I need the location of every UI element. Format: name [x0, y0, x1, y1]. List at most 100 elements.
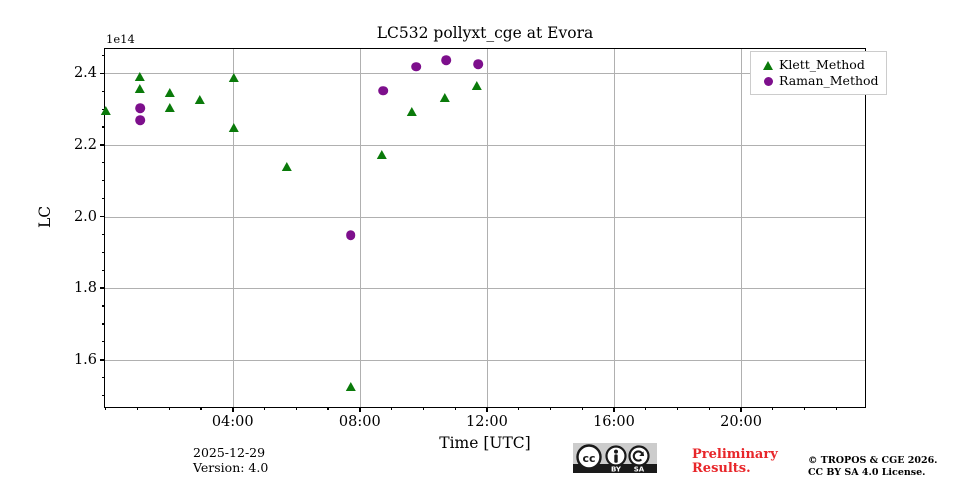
legend: Klett_Method Raman_Method — [750, 51, 887, 95]
y-axis-tick-minor — [102, 305, 105, 307]
y-axis-tick-minor — [102, 394, 105, 397]
legend-label-raman: Raman_Method — [779, 72, 879, 88]
footer-date-version: 2025-12-29 Version: 4.0 — [193, 445, 268, 475]
y-axis-tick-minor — [102, 108, 105, 110]
x-axis-tick-major — [740, 407, 742, 412]
data-point-raman-method — [473, 59, 483, 70]
data-point-klett-method — [228, 122, 239, 132]
data-point-klett-method — [164, 103, 175, 113]
y-axis-tick-major — [100, 144, 105, 146]
x-axis-tick-major — [613, 407, 615, 412]
y-axis-tick-minor — [102, 233, 105, 236]
x-axis-label: Time [UTC] — [439, 434, 531, 452]
data-point-raman-method — [135, 103, 145, 114]
copyright-line-1: © TROPOS & CGE 2026. — [808, 455, 938, 466]
triangle-marker-icon — [757, 60, 779, 70]
x-axis-tick-label: 04:00 — [211, 414, 254, 430]
gridline-vertical — [741, 49, 743, 407]
gridline-horizontal — [105, 216, 865, 218]
data-point-raman-method — [411, 62, 421, 72]
x-axis-tick-minor — [295, 407, 297, 410]
y-axis-tick-minor — [102, 251, 105, 253]
preliminary-results-note: Preliminary Results. — [692, 448, 778, 476]
x-axis-tick-major — [359, 407, 361, 412]
x-axis-tick-minor — [200, 407, 202, 410]
data-point-raman-method — [135, 115, 145, 126]
x-axis-tick-minor — [263, 407, 266, 410]
x-axis-tick-minor — [327, 407, 329, 410]
data-point-klett-method — [194, 94, 205, 104]
y-axis-tick-minor — [102, 341, 105, 343]
y-axis-tick-minor — [102, 377, 105, 379]
data-point-klett-method — [377, 149, 388, 159]
data-point-klett-method — [407, 107, 418, 117]
x-axis-tick-minor — [804, 407, 806, 410]
x-axis-tick-minor — [422, 407, 424, 410]
gridline-vertical — [486, 49, 488, 407]
y-axis-tick-label: 2.0 — [73, 208, 97, 225]
y-axis-tick-minor — [102, 126, 105, 128]
data-point-klett-method — [134, 84, 145, 94]
data-point-klett-method — [345, 381, 356, 391]
x-axis-tick-minor — [168, 407, 170, 410]
x-axis-tick-minor — [390, 407, 393, 410]
x-axis-tick-minor — [645, 407, 647, 410]
svg-text:BY: BY — [611, 465, 622, 473]
y-axis-tick-major — [100, 215, 105, 218]
y-axis-tick-label: 1.6 — [73, 351, 97, 368]
y-axis-tick-minor — [102, 269, 105, 271]
gridline-vertical — [232, 49, 234, 407]
x-axis-tick-label: 20:00 — [720, 414, 762, 430]
cc-by-sa-badge: cc BY SA — [573, 443, 657, 473]
x-axis-tick-minor — [581, 407, 583, 410]
gridline-horizontal — [105, 144, 865, 146]
footer-version: Version: 4.0 — [193, 460, 269, 475]
svg-text:cc: cc — [582, 452, 595, 465]
x-axis-tick-minor — [454, 407, 456, 410]
x-axis-tick-major — [486, 407, 488, 412]
y-axis-tick-minor — [102, 90, 105, 92]
x-axis-tick-minor — [772, 407, 774, 410]
data-point-klett-method — [471, 81, 482, 91]
page-title: LC532 pollyxt_cge at Evora — [376, 24, 594, 42]
y-axis-tick-minor — [102, 162, 105, 164]
preliminary-line-1: Preliminary — [692, 447, 778, 462]
x-axis-tick-minor — [676, 407, 679, 410]
x-axis-tick-minor — [708, 407, 710, 410]
x-axis-tick-major — [231, 407, 234, 412]
x-axis-tick-label: 16:00 — [593, 414, 635, 430]
data-point-klett-method — [281, 161, 292, 171]
copyright-note: © TROPOS & CGE 2026. CC BY SA 4.0 Licens… — [808, 455, 938, 478]
x-axis-tick-minor — [835, 407, 837, 410]
x-axis-tick-label: 12:00 — [466, 414, 508, 430]
footer-date: 2025-12-29 — [193, 445, 266, 460]
svg-text:SA: SA — [634, 465, 645, 473]
legend-label-klett: Klett_Method — [779, 56, 865, 72]
gridline-horizontal — [105, 359, 865, 361]
copyright-line-2: CC BY SA 4.0 License. — [808, 466, 926, 478]
y-axis-label: LC — [36, 205, 54, 228]
data-point-klett-method — [164, 88, 175, 98]
gridline-horizontal — [105, 288, 865, 290]
preliminary-line-2: Results. — [692, 461, 751, 476]
cc-by-sa-icon: cc BY SA — [573, 443, 657, 473]
legend-item-raman: Raman_Method — [757, 73, 879, 89]
x-axis-tick-minor — [136, 407, 138, 410]
y-axis-tick-major — [100, 358, 105, 361]
y-axis-tick-major — [100, 72, 105, 75]
data-point-raman-method — [378, 85, 388, 96]
y-axis-tick-minor — [102, 323, 105, 325]
x-axis-tick-minor — [105, 407, 107, 410]
y-axis-tick-minor — [102, 198, 105, 200]
data-point-klett-method — [439, 93, 450, 103]
y-axis-exponent-label: 1e14 — [106, 32, 135, 46]
gridline-vertical — [359, 49, 361, 407]
plot-area: 04:00 08:00 12:00 16:00 20:00 1.6 1.8 2.0 2.2 2.4 — [74, 48, 866, 429]
legend-item-klett: Klett_Method — [757, 57, 879, 73]
gridline-vertical — [613, 49, 615, 407]
y-axis-tick-minor — [102, 54, 105, 57]
circle-marker-icon — [757, 76, 779, 86]
y-axis-tick-label: 1.8 — [73, 279, 97, 296]
x-axis-tick-label: 08:00 — [338, 414, 381, 430]
